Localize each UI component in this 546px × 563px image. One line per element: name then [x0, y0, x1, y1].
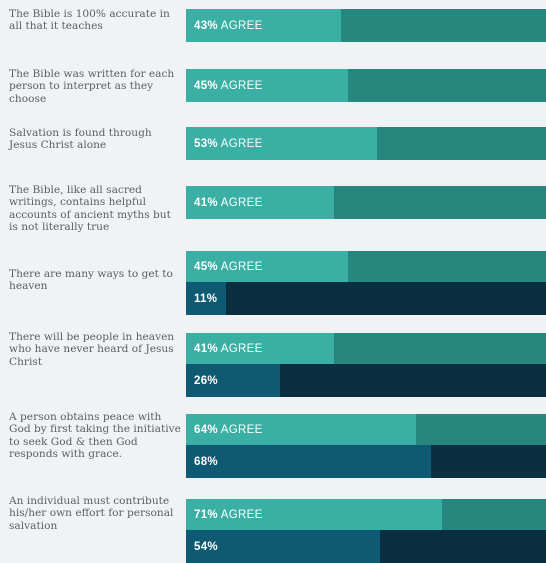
- bar-value-label: 43% AGREE: [194, 9, 263, 42]
- bar-percent: 53%: [194, 137, 218, 150]
- bar-agree-suffix: AGREE: [217, 19, 263, 32]
- secondary-bar-track: 26%: [186, 364, 546, 397]
- bar-agree-suffix: AGREE: [217, 137, 263, 150]
- bar-agree-suffix: AGREE: [217, 196, 263, 209]
- bar-value-label: 68%: [194, 445, 218, 478]
- agree-bar-track: 41% AGREE: [186, 186, 546, 219]
- agree-bar: [186, 499, 442, 530]
- agree-bar: [186, 9, 341, 42]
- agree-bar: [186, 186, 334, 219]
- bar-value-label: 54%: [194, 530, 218, 563]
- agree-bar: [186, 414, 417, 445]
- bar-agree-suffix: AGREE: [217, 423, 263, 436]
- bar-percent: 11%: [194, 292, 218, 305]
- row-label: An individual must contribute his/her ow…: [9, 495, 174, 532]
- bar-percent: 26%: [194, 374, 218, 387]
- secondary-bar-track: 54%: [186, 530, 546, 563]
- secondary-bar: [186, 282, 226, 315]
- bar-value-label: 41% AGREE: [194, 186, 263, 219]
- row-label: There will be people in heaven who have …: [9, 331, 175, 368]
- bar-percent: 41%: [194, 196, 218, 209]
- bar-agree-suffix: AGREE: [217, 79, 263, 92]
- bar-percent: 41%: [194, 342, 218, 355]
- agree-bar: [186, 333, 334, 364]
- agree-bar-track: 64% AGREE: [186, 414, 546, 445]
- bar-value-label: 53% AGREE: [194, 127, 263, 160]
- bar-percent: 45%: [194, 260, 218, 273]
- row-label: The Bible, like all sacred writings, con…: [9, 184, 171, 234]
- bar-value-label: 45% AGREE: [194, 69, 263, 102]
- secondary-bar-track: 11%: [186, 282, 546, 315]
- agree-bar-track: 45% AGREE: [186, 251, 546, 282]
- secondary-bar: [186, 530, 381, 563]
- row-label: Salvation is found through Jesus Christ …: [9, 127, 152, 152]
- bar-percent: 54%: [194, 540, 218, 553]
- bar-percent: 71%: [194, 508, 218, 521]
- bar-percent: 64%: [194, 423, 218, 436]
- agree-bar: [186, 127, 377, 160]
- secondary-bar: [186, 364, 280, 397]
- secondary-bar: [186, 445, 431, 478]
- agree-bar-track: 43% AGREE: [186, 9, 546, 42]
- agree-bar: [186, 251, 348, 282]
- bar-agree-suffix: AGREE: [217, 260, 263, 273]
- bar-value-label: 11%: [194, 282, 217, 315]
- agree-bar-track: 45% AGREE: [186, 69, 546, 102]
- bar-agree-suffix: AGREE: [217, 508, 263, 521]
- row-label: The Bible is 100% accurate in all that i…: [9, 8, 170, 33]
- bar-percent: 45%: [194, 79, 218, 92]
- agree-bar: [186, 69, 348, 102]
- bar-value-label: 45% AGREE: [194, 251, 263, 282]
- agree-bar-track: 53% AGREE: [186, 127, 546, 160]
- row-label: A person obtains peace with God by first…: [9, 411, 181, 461]
- bar-percent: 43%: [194, 19, 218, 32]
- bar-agree-suffix: AGREE: [217, 342, 263, 355]
- bar-value-label: 71% AGREE: [194, 499, 263, 530]
- bar-value-label: 41% AGREE: [194, 333, 263, 364]
- bar-percent: 68%: [194, 455, 218, 468]
- secondary-bar-track: 68%: [186, 445, 546, 478]
- bar-value-label: 26%: [194, 364, 218, 397]
- agree-bar-track: 41% AGREE: [186, 333, 546, 364]
- row-label: The Bible was written for each person to…: [9, 68, 175, 105]
- agree-bar-track: 71% AGREE: [186, 499, 546, 530]
- bar-value-label: 64% AGREE: [194, 414, 263, 445]
- row-label: There are many ways to get to heaven: [9, 268, 173, 293]
